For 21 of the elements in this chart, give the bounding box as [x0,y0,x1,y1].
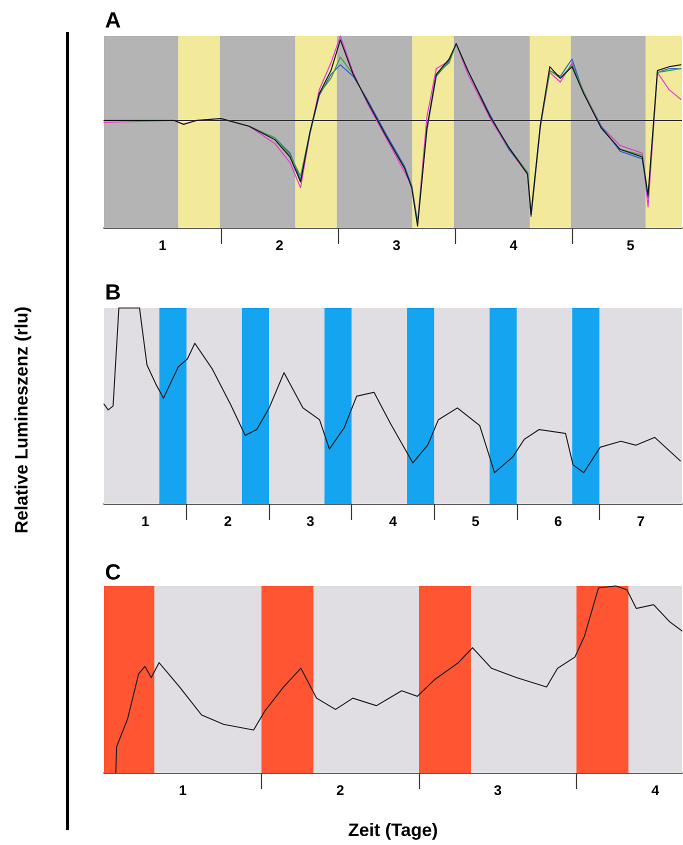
x-tick-label: 1 [141,513,150,529]
chart-title: A [105,8,121,32]
x-tick-label: 7 [636,513,645,529]
x-tick-label: 2 [224,513,232,529]
x-tick-label: 3 [306,513,315,529]
x-tick-label: 3 [494,782,502,798]
x-tick-label: 2 [276,237,284,253]
x-tick-label: 3 [392,237,401,253]
x-tick-label: 5 [626,237,635,253]
chart-title: C [105,560,121,584]
chart-title: B [105,280,121,304]
x-tick-label: 1 [178,782,187,798]
x-tick-label: 6 [554,513,562,529]
x-tick-label: 2 [336,782,344,798]
x-tick-label: 4 [651,782,660,798]
x-axis-title: Zeit (Tage) [348,820,438,840]
x-tick-label: 1 [158,237,167,253]
y-axis-title: Relative Lumineszenz (rlu) [12,306,32,534]
x-tick-label: 4 [389,513,398,529]
x-tick-label: 4 [510,237,518,253]
x-tick-label: 5 [472,513,480,529]
